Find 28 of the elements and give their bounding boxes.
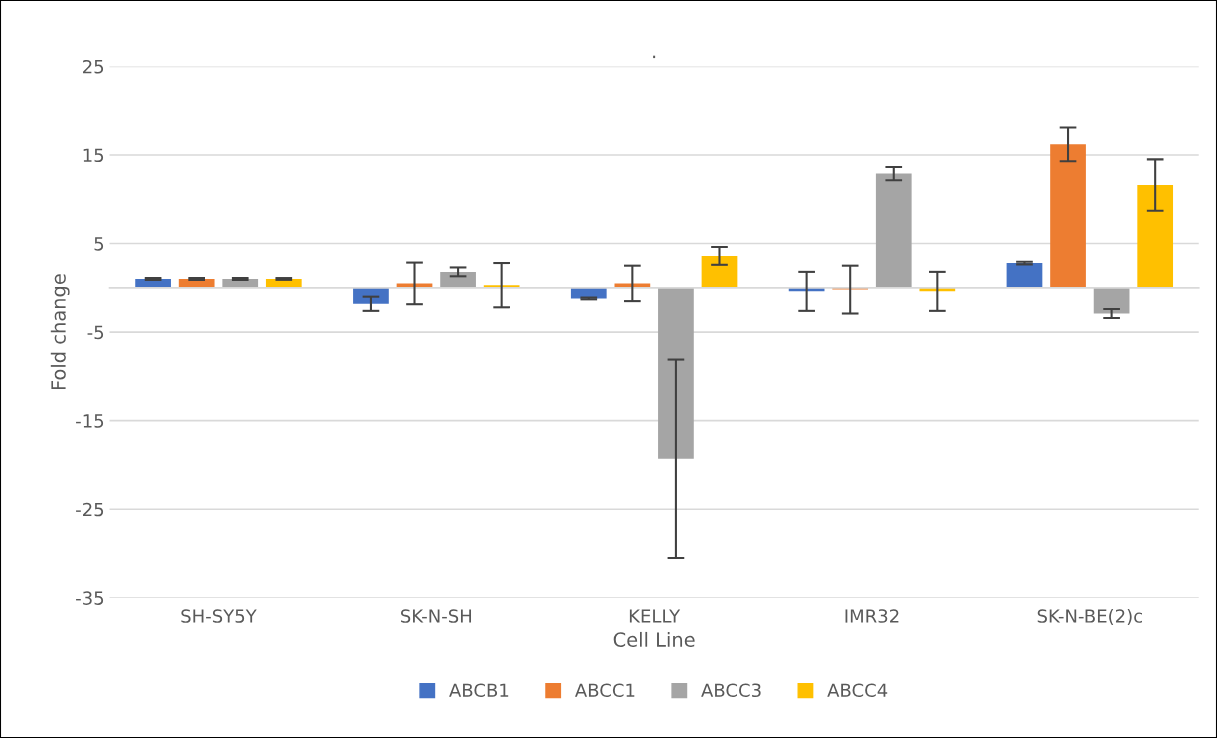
bar <box>1050 144 1086 288</box>
bar <box>1093 287 1130 314</box>
y-tick-label: 5 <box>94 237 104 251</box>
y-tick-label: -25 <box>76 502 104 517</box>
bar <box>1006 263 1043 288</box>
legend-label: ABCC1 <box>574 683 635 698</box>
bar <box>1137 185 1174 288</box>
x-tick-label: SK-N-BE(2)c <box>1037 608 1142 625</box>
y-tick-label: 15 <box>83 148 104 163</box>
legend-label: ABCC4 <box>827 683 888 698</box>
x-tick-label: IMR32 <box>845 609 899 623</box>
y-tick-label: -5 <box>87 325 104 340</box>
bar <box>353 287 389 304</box>
bar <box>440 271 476 288</box>
legend-label: ABCC3 <box>701 683 761 698</box>
y-axis-title: Fold change <box>50 274 70 390</box>
bar <box>701 255 738 288</box>
y-tick-label: 25 <box>83 59 104 74</box>
y-tick-label: -35 <box>76 591 104 605</box>
legend-label: ABCB1 <box>449 683 509 698</box>
x-tick-label: SK-N-SH <box>400 609 472 623</box>
x-axis-title: Cell Line <box>613 631 695 647</box>
x-tick-label: SH-SY5Y <box>181 609 257 623</box>
bar <box>875 173 912 288</box>
bar <box>658 287 694 459</box>
y-tick-label: -15 <box>76 414 104 428</box>
x-tick-label: KELLY <box>629 609 681 623</box>
chart-title: . <box>653 55 656 59</box>
